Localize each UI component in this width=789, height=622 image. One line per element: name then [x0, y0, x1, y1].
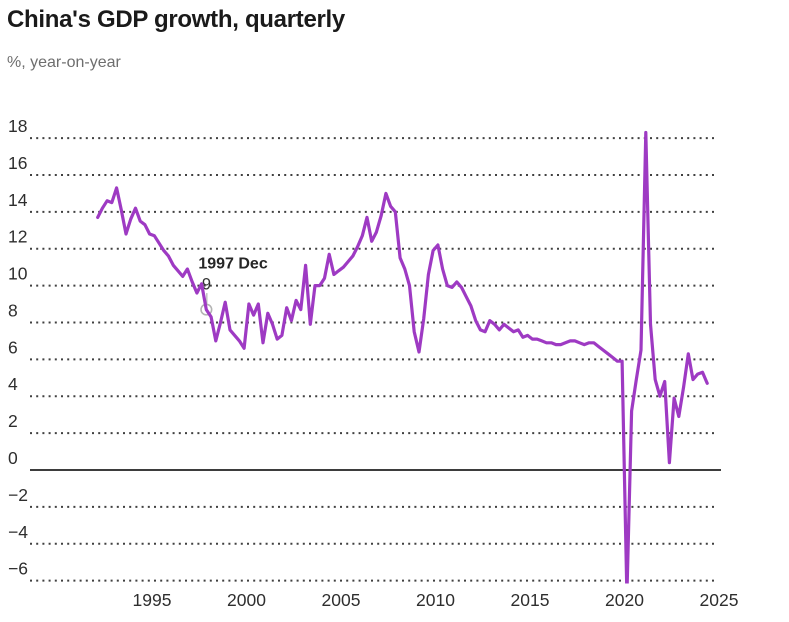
annotation-value: 9 — [202, 276, 211, 294]
x-tick-label: 2025 — [700, 590, 739, 610]
page-title: China's GDP growth, quarterly — [7, 6, 345, 33]
x-tick-label: 1995 — [133, 590, 172, 610]
y-tick-label: 10 — [8, 264, 28, 284]
y-tick-label: 8 — [8, 300, 18, 320]
series-line — [96, 130, 709, 584]
y-tick-label: 18 — [8, 116, 27, 136]
chart-unit-subtitle: %, year-on-year — [7, 54, 121, 71]
x-tick-label: 2015 — [511, 590, 550, 610]
y-tick-label: 4 — [8, 374, 18, 394]
y-tick-label: 2 — [8, 411, 18, 431]
x-tick-label: 2005 — [322, 590, 361, 610]
x-axis-labels: 1995 2000 2005 2010 2015 2020 2025 — [133, 590, 739, 610]
y-tick-label: −2 — [8, 485, 28, 505]
x-tick-label: 2000 — [227, 590, 266, 610]
x-tick-label: 2010 — [416, 590, 455, 610]
y-tick-label: 6 — [8, 337, 18, 357]
gdp-growth-line — [96, 130, 709, 584]
y-tick-label: 12 — [8, 227, 27, 247]
y-tick-label: −4 — [8, 522, 28, 542]
y-tick-label: 0 — [8, 448, 18, 468]
annotation-label: 1997 Dec — [198, 256, 267, 273]
y-tick-label: 16 — [8, 153, 27, 173]
y-tick-label: 14 — [8, 190, 28, 210]
x-tick-label: 2020 — [605, 590, 644, 610]
y-axis-labels: 18 16 14 12 10 8 6 4 2 0 −2 −4 −6 — [8, 116, 28, 579]
y-tick-label: −6 — [8, 559, 28, 579]
gridlines — [30, 137, 721, 582]
